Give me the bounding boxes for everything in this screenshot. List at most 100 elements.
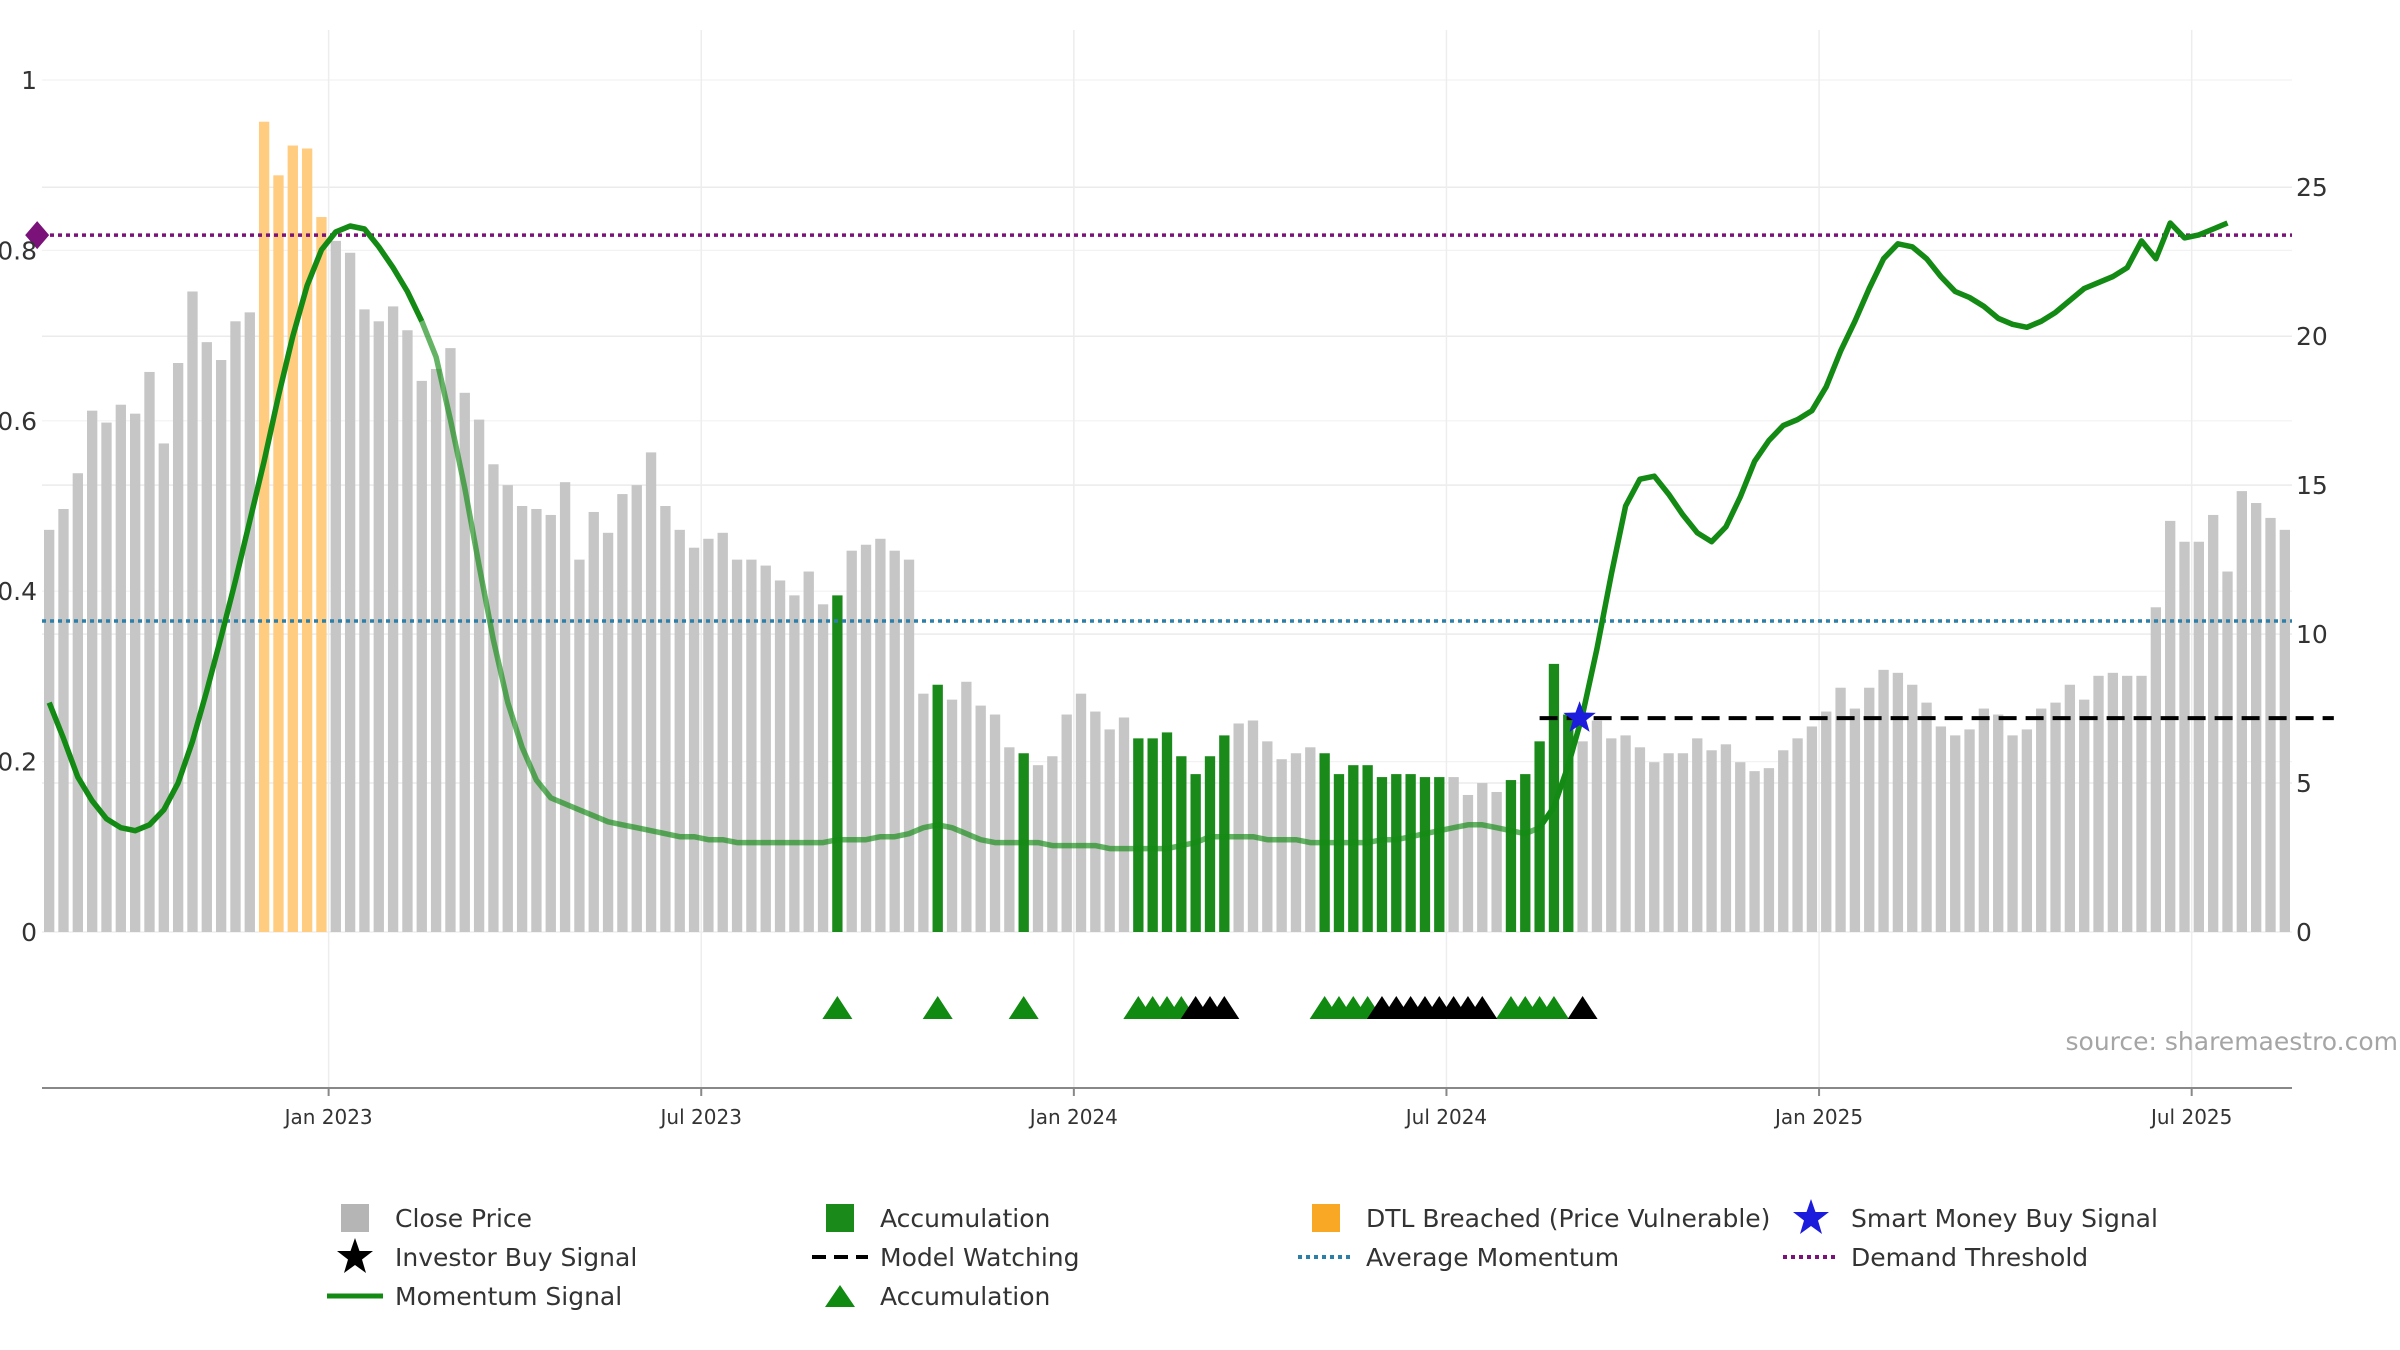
close-price-bar bbox=[760, 565, 771, 932]
close-price-bar bbox=[129, 413, 141, 932]
close-price-bar bbox=[1290, 753, 1302, 932]
close-price-bar bbox=[2279, 529, 2290, 932]
close-price-bar bbox=[617, 494, 628, 932]
x-tick-label: Jan 2024 bbox=[1028, 1105, 1118, 1129]
accumulation-bar bbox=[1548, 663, 1560, 932]
legend-label: Demand Threshold bbox=[1851, 1242, 2089, 1272]
close-price-bar bbox=[1706, 750, 1717, 932]
accumulation-triangle bbox=[1538, 996, 1569, 1019]
dtl-breached-bar bbox=[258, 121, 270, 932]
close-price-bar bbox=[1763, 768, 1775, 932]
close-price-bar bbox=[1792, 738, 1803, 932]
legend-smart-money: Smart Money Buy Signal bbox=[1781, 1199, 2158, 1234]
close-price-bar bbox=[373, 321, 384, 933]
legend-investor-buy: Investor Buy Signal bbox=[325, 1238, 637, 1273]
close-price-bar bbox=[803, 571, 814, 932]
dtl-breached-bar bbox=[273, 175, 284, 932]
dtl-breached-bar bbox=[287, 145, 298, 933]
investor-buy-triangle bbox=[1467, 996, 1498, 1019]
accumulation-bar bbox=[1391, 774, 1402, 932]
close-price-bar bbox=[1262, 741, 1273, 932]
close-price-bar bbox=[2136, 675, 2147, 932]
close-price-bar bbox=[1032, 765, 1044, 932]
close-price-bar bbox=[1907, 684, 1918, 932]
close-price-bar bbox=[717, 532, 728, 932]
close-price-bar bbox=[101, 422, 112, 932]
legend-close-price: Close Price bbox=[325, 1203, 532, 1233]
close-price-bar bbox=[1692, 738, 1703, 932]
close-price-bar bbox=[516, 506, 528, 932]
legend-label: Momentum Signal bbox=[395, 1281, 623, 1311]
close-price-bar bbox=[789, 595, 800, 932]
close-price-bar bbox=[975, 705, 986, 932]
legend-accumulation-bar: Accumulation bbox=[810, 1203, 1050, 1233]
square-green-icon bbox=[810, 1203, 870, 1233]
close-price-bar bbox=[2007, 735, 2018, 932]
close-price-bar bbox=[631, 485, 642, 932]
close-price-bar bbox=[875, 538, 886, 932]
close-price-bar bbox=[946, 699, 958, 932]
close-price-bar bbox=[602, 532, 614, 932]
left-tick-label: 0.8 bbox=[0, 236, 37, 265]
close-price-bar bbox=[1477, 783, 1488, 932]
close-price-bar bbox=[1964, 729, 1975, 932]
accumulation-bar bbox=[832, 595, 843, 932]
close-price-bar bbox=[58, 508, 69, 932]
close-price-bar bbox=[2165, 520, 2176, 932]
accumulation-bar bbox=[1204, 756, 1216, 932]
close-price-bar bbox=[1950, 735, 1961, 932]
investor-buy-triangle bbox=[1567, 996, 1598, 1019]
close-price-bar bbox=[201, 342, 212, 933]
close-price-bar bbox=[344, 252, 356, 933]
grid-lines bbox=[42, 30, 2292, 1088]
close-price-bar bbox=[158, 443, 169, 932]
square-grey-icon bbox=[325, 1203, 385, 1233]
close-price-bar bbox=[430, 368, 442, 932]
close-price-bar bbox=[1462, 794, 1474, 932]
close-price-bar bbox=[746, 559, 757, 932]
close-price-bar bbox=[1749, 771, 1760, 932]
accumulation-bar bbox=[1348, 765, 1359, 932]
close-price-bar bbox=[2208, 514, 2219, 932]
close-price-bar bbox=[2122, 675, 2133, 932]
close-price-bar bbox=[1849, 708, 1861, 932]
close-price-bar bbox=[774, 580, 786, 932]
accumulation-bar bbox=[1405, 774, 1416, 932]
close-price-bar bbox=[2107, 672, 2119, 932]
close-price-bar bbox=[817, 604, 829, 932]
accumulation-bar bbox=[1434, 777, 1445, 932]
x-tick-label: Jul 2025 bbox=[2149, 1105, 2232, 1129]
source-label: source: sharemaestro.com bbox=[2066, 1027, 2399, 1056]
right-tick-label: 20 bbox=[2296, 322, 2328, 351]
close-price-bar bbox=[1118, 717, 1130, 932]
triangle-signals bbox=[822, 996, 1598, 1019]
axes: Jan 2023 Jul 2023 Jan 2024 Jul 2024 Jan 2025… bbox=[0, 66, 2328, 1129]
close-price-bar bbox=[889, 550, 900, 932]
accumulation-bar bbox=[1333, 774, 1345, 932]
close-price-bar bbox=[1649, 762, 1660, 932]
close-price-bar bbox=[1921, 702, 1932, 932]
accumulation-bar bbox=[1376, 777, 1388, 932]
close-price-bar bbox=[1104, 729, 1115, 932]
legend-label: DTL Breached (Price Vulnerable) bbox=[1366, 1203, 1771, 1233]
star-blue-icon bbox=[1781, 1199, 1841, 1234]
demand-threshold-marker bbox=[25, 221, 50, 250]
close-price-bar bbox=[588, 511, 599, 932]
close-price-bar bbox=[2150, 607, 2162, 932]
right-tick-label: 0 bbox=[2296, 918, 2312, 947]
x-tick-label: Jan 2025 bbox=[1773, 1105, 1863, 1129]
accumulation-bar bbox=[1133, 738, 1144, 932]
dash-black-icon bbox=[810, 1242, 870, 1272]
price-bars bbox=[44, 121, 2290, 933]
close-price-bar bbox=[2036, 708, 2047, 932]
close-price-bar bbox=[2079, 699, 2090, 932]
close-price-bar bbox=[1247, 720, 1259, 932]
legend-label: Model Watching bbox=[880, 1242, 1080, 1272]
accumulation-bar bbox=[1190, 774, 1201, 932]
right-tick-label: 5 bbox=[2296, 769, 2312, 798]
close-price-bar bbox=[918, 693, 929, 932]
momentum-signal-line bbox=[1537, 220, 2229, 830]
legend-momentum-signal: Momentum Signal bbox=[325, 1281, 622, 1311]
right-tick-label: 15 bbox=[2296, 471, 2328, 500]
close-price-bar bbox=[703, 538, 714, 932]
